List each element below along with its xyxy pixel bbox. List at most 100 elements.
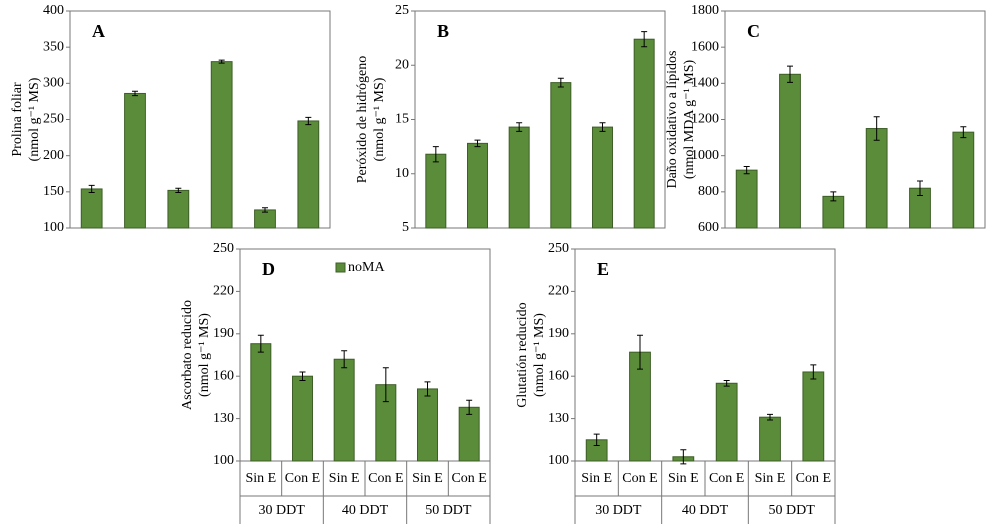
error-bar [262,207,268,213]
panel-label: B [437,21,449,41]
legend-swatch [335,262,346,273]
error-bar [767,413,773,421]
bar [779,73,801,229]
panel-label: D [262,259,275,279]
x-tick-label: Con E [796,471,831,486]
error-bar [132,90,138,97]
error-bar [641,31,648,48]
y-tick-label: 1200 [691,112,719,127]
x-tick-label: Sin E [412,471,443,486]
group-label: 30 DDT [259,503,306,518]
bar [254,209,276,229]
x-tick-label: Con E [285,471,320,486]
y-tick-label: 220 [213,284,234,299]
y-tick-label: 5 [402,220,409,235]
y-tick-label: 300 [43,76,64,91]
y-tick-label: 160 [213,368,234,383]
bar [865,128,888,229]
y-tick-label: 100 [213,453,234,468]
error-bar [516,122,523,132]
error-bar [723,379,730,387]
y-axis-label: Peróxido de hidrógeno [355,56,370,184]
y-tick-label: 250 [213,241,234,256]
y-axis-label: Daño oxidativo a lípidos [665,50,680,188]
error-bar [917,180,923,196]
error-bar [88,184,95,194]
error-bar [175,187,182,194]
y-axis-label: (nmol g⁻¹ MS) [27,77,42,161]
error-bar [637,334,643,370]
group-label: 40 DDT [342,503,389,518]
error-bar [960,126,967,139]
y-tick-label: 220 [548,284,569,299]
panel-label: C [747,21,760,41]
y-tick-label: 15 [395,112,409,127]
y-tick-label: 100 [43,220,64,235]
legend-label: noMA [348,260,385,275]
y-tick-label: 25 [395,3,409,18]
bar [167,189,190,229]
bar [292,375,313,462]
y-tick-label: 10 [395,166,409,181]
y-axis-label: (nmol g⁻¹ MS) [532,313,547,397]
bar [417,388,438,462]
error-bar [474,139,481,148]
x-tick-label: Con E [622,471,657,486]
y-tick-label: 350 [43,39,64,54]
plot-frame [724,10,986,229]
error-bar [341,350,348,369]
bar [952,131,975,229]
bar [333,358,355,462]
error-bar [432,146,439,163]
x-tick-label: Sin E [668,471,699,486]
error-bar [382,367,389,403]
bar [508,126,530,229]
error-bar [557,77,564,88]
y-tick-label: 400 [43,3,64,18]
error-bar [299,371,306,381]
error-bar [593,433,600,446]
bar [633,38,655,229]
bar [458,406,480,462]
y-tick-label: 1600 [691,39,719,54]
bar [250,343,272,462]
y-axis-label: Ascorbato reducido [180,300,195,410]
bar [297,120,320,229]
y-axis-label: (nmol g⁻¹ MS) [197,313,212,397]
bar [592,126,613,229]
error-bar [680,449,687,465]
bar [425,153,447,229]
x-tick-label: Con E [451,471,486,486]
bar [467,142,488,229]
panel-label: A [92,21,105,41]
y-tick-label: 250 [43,112,64,127]
y-tick-label: 1000 [691,148,719,163]
error-bar [466,399,473,415]
bar [759,416,781,462]
error-bar [599,122,606,132]
x-tick-label: Con E [709,471,744,486]
y-axis-label: (nmol MDA g⁻¹ MS) [682,60,697,180]
group-label: 50 DDT [769,503,816,518]
y-tick-label: 130 [548,411,569,426]
bar [550,82,572,229]
bar [735,169,758,229]
y-tick-label: 600 [698,220,719,235]
y-tick-label: 100 [548,453,569,468]
x-tick-label: Sin E [329,471,360,486]
group-label: 40 DDT [682,503,729,518]
y-axis-label: (nmol g⁻¹ MS) [372,77,387,161]
error-bar [743,166,750,175]
y-tick-label: 800 [698,184,719,199]
y-tick-label: 160 [548,368,569,383]
plot-frame [69,10,331,229]
error-bar [257,334,264,353]
y-tick-label: 1400 [691,76,719,91]
x-tick-label: Con E [368,471,403,486]
error-bar [424,381,431,397]
group-label: 30 DDT [595,503,642,518]
error-bar [218,59,225,64]
error-bar [830,191,837,202]
y-axis-label: Prolina foliar [10,82,25,157]
